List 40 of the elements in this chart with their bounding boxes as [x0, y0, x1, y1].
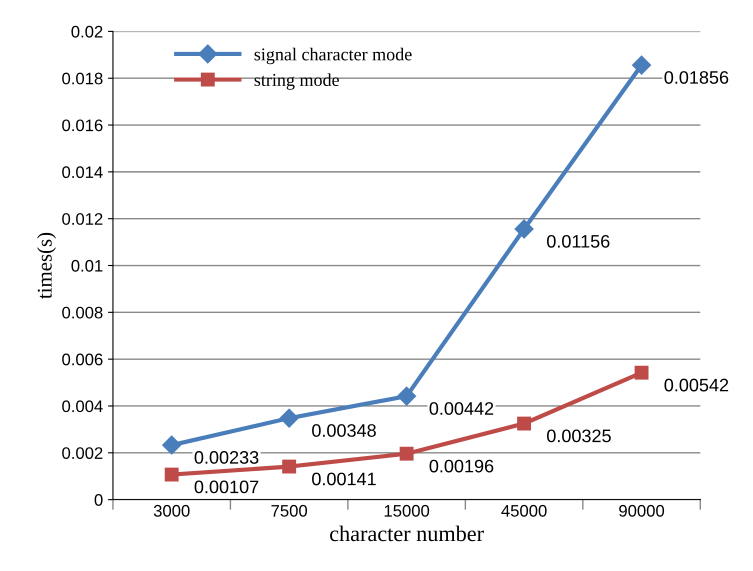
data-label: 0.00442: [430, 402, 494, 415]
y-tick-label: 0.004: [62, 400, 103, 412]
x-tick-label: 90000: [619, 504, 664, 517]
y-tick-label: 0.02: [71, 26, 102, 38]
y-tick-label: 0.018: [62, 72, 103, 84]
point: [282, 460, 296, 474]
point: [632, 56, 652, 75]
y-axis-title: times(s): [37, 232, 56, 299]
y-tick-label: 0.006: [62, 354, 102, 366]
x-tick-label: 7500: [271, 504, 308, 517]
y-tick-label: 0.01: [71, 260, 102, 272]
x-axis-title: character number: [330, 526, 484, 542]
legend-label: signal character mode: [254, 48, 412, 64]
data-label: 0.00107: [194, 480, 258, 494]
x-tick-label: 45000: [501, 504, 547, 517]
point: [164, 468, 179, 482]
data-label: 0.00325: [547, 429, 611, 442]
x-tick-label: 15000: [384, 504, 430, 517]
y-tick-label: 0: [94, 494, 103, 506]
point: [517, 416, 532, 430]
data-label: 0.00141: [312, 472, 376, 486]
y-tick-label: 0.016: [62, 119, 102, 132]
point: [397, 386, 416, 406]
point: [162, 436, 182, 455]
point: [280, 408, 299, 428]
data-label: 0.01156: [547, 234, 610, 248]
data-label: 0.00196: [430, 460, 494, 472]
data-label: 0.01856: [664, 71, 728, 84]
point: [514, 219, 534, 239]
data-label: 0.00348: [312, 424, 376, 437]
x-tick-label: 3000: [154, 504, 190, 517]
y-tick-label: 0.008: [62, 306, 103, 319]
point: [634, 366, 648, 380]
y-tick-label: 0.014: [62, 166, 103, 178]
data-label: 0.00233: [194, 451, 258, 464]
y-tick-label: 0.012: [62, 213, 102, 225]
legend-label: string mode: [254, 73, 339, 90]
y-tick-label: 0.002: [62, 447, 102, 460]
point: [400, 446, 414, 461]
data-label: 0.00542: [664, 378, 728, 392]
